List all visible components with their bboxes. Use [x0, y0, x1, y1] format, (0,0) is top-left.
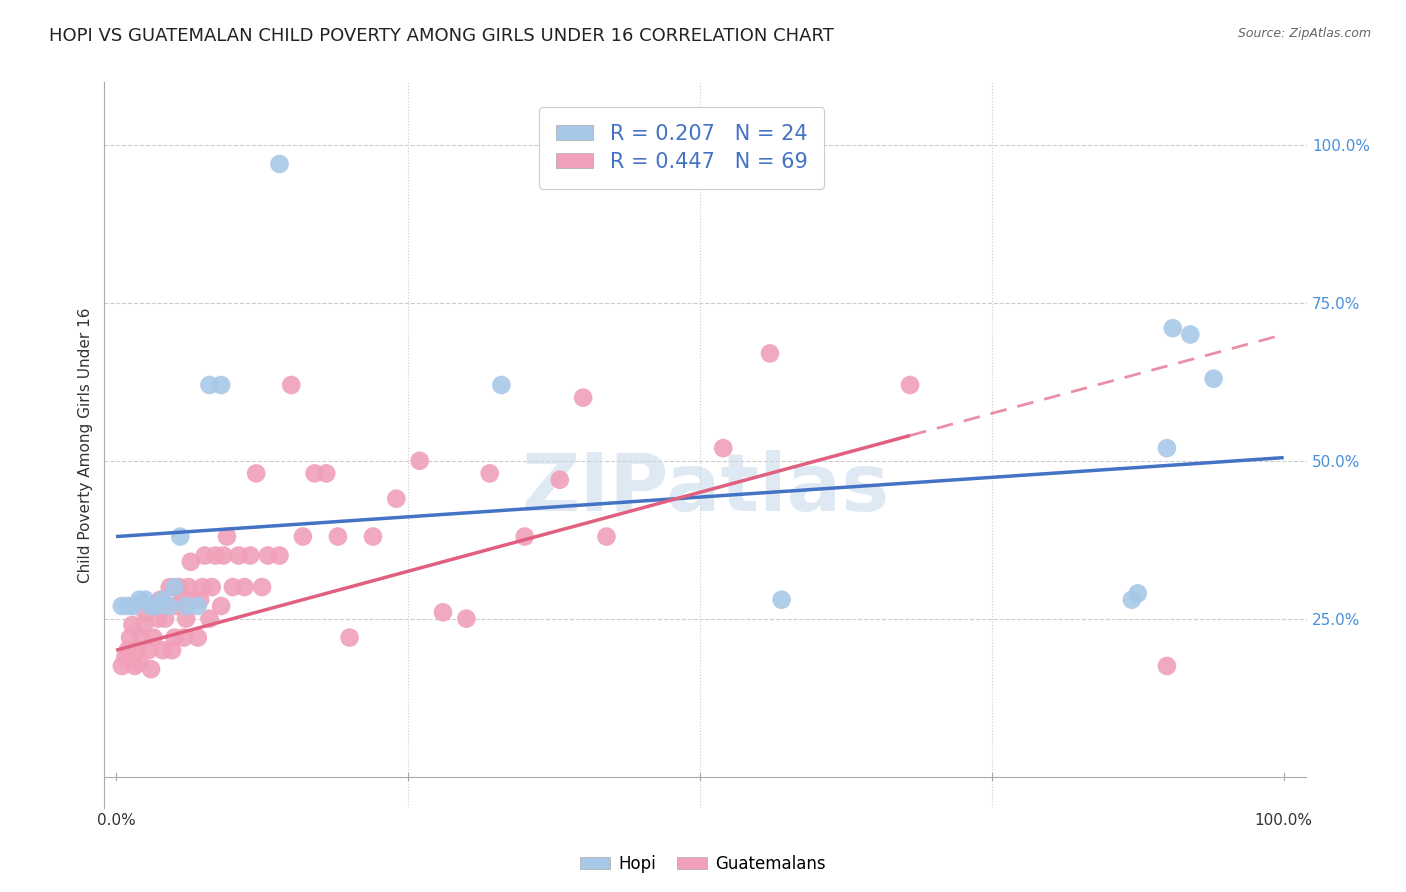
Point: [177, 580, 200, 594]
Point: [257, 549, 280, 563]
Point: [209, 599, 232, 613]
Point: [269, 549, 291, 563]
Point: [167, 580, 190, 594]
Point: [898, 378, 921, 392]
Point: [152, 592, 174, 607]
Point: [146, 599, 169, 613]
Point: [174, 599, 197, 613]
Point: [432, 605, 454, 619]
Point: [188, 592, 211, 607]
Point: [152, 643, 174, 657]
Point: [1156, 441, 1178, 455]
Point: [166, 599, 188, 613]
Point: [478, 467, 501, 481]
Point: [169, 530, 191, 544]
Point: [194, 549, 217, 563]
Point: [180, 555, 202, 569]
Point: [142, 631, 165, 645]
Point: [304, 467, 326, 481]
Point: [157, 599, 180, 613]
Point: [120, 631, 142, 645]
Point: [250, 580, 273, 594]
Point: [146, 612, 169, 626]
Point: [315, 467, 337, 481]
Y-axis label: Child Poverty Among Girls Under 16: Child Poverty Among Girls Under 16: [79, 307, 93, 582]
Point: [139, 599, 162, 613]
Point: [572, 391, 595, 405]
Point: [222, 580, 245, 594]
Point: [122, 599, 145, 613]
Text: HOPI VS GUATEMALAN CHILD POVERTY AMONG GIRLS UNDER 16 CORRELATION CHART: HOPI VS GUATEMALAN CHILD POVERTY AMONG G…: [49, 27, 834, 45]
Point: [132, 618, 155, 632]
Point: [149, 592, 172, 607]
Point: [245, 467, 267, 481]
Point: [114, 649, 136, 664]
Text: Source: ZipAtlas.com: Source: ZipAtlas.com: [1237, 27, 1371, 40]
Legend: Hopi, Guatemalans: Hopi, Guatemalans: [574, 848, 832, 880]
Point: [201, 580, 224, 594]
Point: [125, 643, 148, 657]
Point: [163, 631, 186, 645]
Point: [291, 530, 314, 544]
Point: [117, 643, 139, 657]
Point: [759, 346, 782, 360]
Point: [385, 491, 408, 506]
Point: [156, 599, 179, 613]
Point: [124, 659, 146, 673]
Point: [548, 473, 571, 487]
Legend: R = 0.207   N = 24, R = 0.447   N = 69: R = 0.207 N = 24, R = 0.447 N = 69: [538, 107, 824, 188]
Point: [239, 549, 262, 563]
Point: [770, 592, 793, 607]
Point: [198, 378, 221, 392]
Point: [204, 549, 226, 563]
Point: [1121, 592, 1143, 607]
Point: [198, 612, 221, 626]
Point: [215, 530, 238, 544]
Point: [191, 580, 214, 594]
Point: [233, 580, 256, 594]
Point: [1180, 327, 1202, 342]
Point: [1161, 321, 1184, 335]
Point: [280, 378, 302, 392]
Point: [111, 659, 134, 673]
Point: [153, 612, 176, 626]
Point: [160, 643, 183, 657]
Point: [513, 530, 536, 544]
Point: [181, 592, 204, 607]
Point: [711, 441, 734, 455]
Point: [128, 656, 150, 670]
Point: [173, 631, 195, 645]
Point: [269, 157, 291, 171]
Point: [111, 599, 134, 613]
Point: [339, 631, 361, 645]
Point: [128, 592, 150, 607]
Point: [134, 605, 156, 619]
Point: [456, 612, 478, 626]
Point: [361, 530, 384, 544]
Point: [212, 549, 235, 563]
Point: [117, 599, 139, 613]
Point: [491, 378, 513, 392]
Point: [408, 454, 430, 468]
Point: [187, 599, 209, 613]
Point: [1202, 372, 1225, 386]
Point: [163, 580, 186, 594]
Point: [1126, 586, 1149, 600]
Point: [228, 549, 250, 563]
Point: [159, 580, 181, 594]
Point: [138, 643, 160, 657]
Point: [326, 530, 349, 544]
Point: [134, 592, 156, 607]
Point: [145, 599, 167, 613]
Point: [139, 662, 162, 676]
Point: [121, 618, 143, 632]
Point: [187, 631, 209, 645]
Point: [174, 612, 197, 626]
Text: ZIPatlas: ZIPatlas: [522, 450, 890, 527]
Point: [131, 631, 153, 645]
Point: [209, 378, 232, 392]
Point: [1156, 659, 1178, 673]
Point: [595, 530, 617, 544]
Point: [170, 592, 193, 607]
